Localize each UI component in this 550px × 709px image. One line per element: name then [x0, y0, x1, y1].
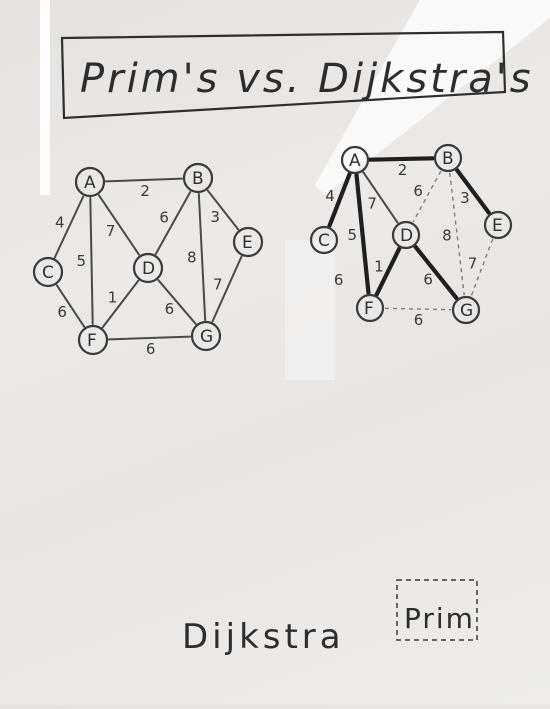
- edge-d-g: [413, 244, 459, 301]
- edge-weight-f-g: 6: [414, 311, 424, 329]
- edge-f-g: [107, 335, 192, 341]
- edge-weight-a-d: 7: [106, 222, 116, 240]
- title-box: Prim's vs. Dijkstra's: [60, 30, 534, 120]
- edge-d-f: [101, 279, 140, 329]
- node-c-circle: [309, 225, 339, 255]
- edge-weight-d-g: 6: [423, 270, 433, 288]
- edge-weight-e-g: 7: [468, 255, 478, 273]
- edge-weight-f-g: 6: [146, 340, 156, 358]
- edge-b-e: [206, 189, 240, 231]
- node-e-circle: [232, 226, 264, 258]
- node-e-label: E: [492, 216, 503, 236]
- edge-weight-b-g: 8: [187, 249, 197, 267]
- edge-weight-a-f: 5: [348, 226, 358, 244]
- edge-a-b: [367, 156, 436, 162]
- node-f-label: F: [87, 331, 97, 351]
- edge-weight-b-e: 3: [460, 189, 470, 207]
- edge-b-d: [412, 170, 442, 223]
- edge-weight-b-d: 6: [159, 209, 169, 227]
- node-c-circle: [32, 256, 64, 288]
- prim-label: Prim: [404, 602, 475, 635]
- edge-weight-a-c: 4: [325, 187, 335, 205]
- edge-weight-c-f: 6: [57, 303, 67, 321]
- edge-a-d: [97, 194, 141, 256]
- node-g-circle: [190, 320, 222, 352]
- prim-dashed-box: [396, 579, 478, 641]
- edge-weight-d-f: 1: [374, 258, 384, 276]
- node-a-label: A: [84, 173, 96, 193]
- edge-weight-b-e: 3: [210, 208, 220, 226]
- edge-a-f: [354, 172, 371, 296]
- edge-b-d: [154, 190, 192, 256]
- node-b-circle: [433, 143, 463, 173]
- edge-d-g: [157, 279, 197, 325]
- dijkstra-label: Dijkstra: [182, 617, 345, 657]
- edge-c-f: [55, 284, 86, 328]
- node-b-label: B: [442, 149, 454, 169]
- node-g-label: G: [200, 327, 213, 347]
- light-reflection-center: [285, 240, 335, 380]
- node-d-label: D: [142, 259, 155, 279]
- node-g-label: G: [460, 301, 473, 321]
- edge-d-f: [374, 246, 402, 297]
- node-a-circle: [74, 166, 106, 198]
- edge-weight-a-d: 7: [367, 195, 377, 213]
- edge-a-c: [327, 171, 352, 229]
- node-c-label: C: [42, 263, 54, 283]
- node-f-circle: [355, 293, 385, 323]
- node-d-circle: [132, 252, 164, 284]
- edge-b-e: [454, 167, 492, 216]
- edge-f-g: [384, 307, 452, 311]
- light-reflection-right: [315, 0, 550, 195]
- edge-weight-d-g: 6: [165, 300, 175, 318]
- node-a-circle: [340, 145, 370, 175]
- node-c-label: C: [318, 231, 330, 251]
- edge-weight-a-f: 5: [77, 252, 87, 270]
- edge-weight-e-g: 7: [213, 276, 223, 294]
- node-a-label: A: [349, 151, 361, 171]
- node-f-circle: [77, 324, 109, 356]
- edge-e-g: [211, 255, 243, 323]
- edge-weight-d-f: 1: [108, 288, 118, 306]
- light-reflection-left: [40, 0, 50, 195]
- edge-b-g: [197, 192, 207, 322]
- page-title: Prim's vs. Dijkstra's: [80, 56, 534, 102]
- edge-weight-b-g: 8: [442, 226, 452, 244]
- edge-weight-a-b: 2: [398, 161, 408, 179]
- edge-e-g: [470, 238, 494, 297]
- title-box-outline: [60, 30, 507, 120]
- edge-weight-b-d: 6: [413, 182, 423, 200]
- edge-a-f: [89, 196, 94, 326]
- edge-a-d: [362, 171, 399, 224]
- edge-weight-a-b: 2: [140, 182, 150, 200]
- node-b-circle: [182, 162, 214, 194]
- node-d-circle: [391, 220, 421, 250]
- node-e-circle: [483, 210, 513, 240]
- edge-weight-c-f: 6: [334, 271, 344, 289]
- edge-weight-a-c: 4: [55, 213, 65, 231]
- light-reflections: [40, 0, 550, 380]
- node-e-label: E: [242, 233, 253, 253]
- node-f-label: F: [364, 299, 374, 319]
- node-g-circle: [451, 295, 481, 325]
- node-d-label: D: [400, 226, 413, 246]
- edge-a-b: [104, 177, 184, 183]
- left-graph: 2 4 7 5 6 3 8 6 1 6 7 6 A B C D E F G: [32, 162, 264, 358]
- edge-a-c: [53, 195, 85, 259]
- node-b-label: B: [192, 169, 204, 189]
